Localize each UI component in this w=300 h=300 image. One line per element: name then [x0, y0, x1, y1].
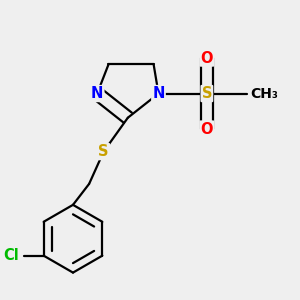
Text: S: S [98, 144, 109, 159]
Text: CH₃: CH₃ [250, 86, 278, 100]
Text: N: N [91, 86, 103, 101]
Text: S: S [202, 86, 212, 101]
Text: O: O [201, 50, 213, 65]
Text: N: N [152, 86, 165, 101]
Text: O: O [201, 122, 213, 136]
Text: Cl: Cl [3, 248, 19, 263]
